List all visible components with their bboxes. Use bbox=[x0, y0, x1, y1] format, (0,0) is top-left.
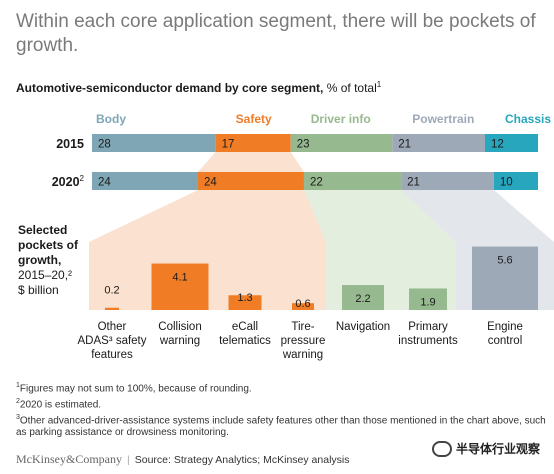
stacked-value-2020-2: 22 bbox=[310, 177, 323, 189]
pocket-category-3-line-1: pressure bbox=[281, 335, 326, 347]
stacked-value-2020-4: 10 bbox=[500, 177, 513, 189]
pocket-value-3: 0.6 bbox=[295, 298, 310, 310]
pocket-category-5-line-1: instruments bbox=[398, 335, 458, 347]
footnotes: 1Figures may not sum to 100%, because of… bbox=[16, 380, 546, 440]
stacked-value-2015-0: 28 bbox=[98, 139, 111, 151]
stacked-value-2015-3: 21 bbox=[398, 139, 411, 151]
pocket-category-0-line-1: ADAS³ safety bbox=[77, 335, 146, 347]
pocket-value-6: 5.6 bbox=[497, 255, 512, 267]
safety-connector bbox=[197, 152, 304, 172]
stacked-value-2020-3: 21 bbox=[407, 177, 420, 189]
pocket-value-4: 2.2 bbox=[355, 293, 370, 305]
pocket-value-1: 4.1 bbox=[172, 272, 187, 284]
subtitle-bold: Automotive-semiconductor demand by core … bbox=[16, 81, 324, 95]
pocket-bar-0 bbox=[105, 307, 119, 310]
pocket-bar-6 bbox=[472, 246, 538, 310]
pocket-bar-4 bbox=[342, 285, 384, 310]
pocket-value-5: 1.9 bbox=[420, 296, 435, 308]
pocket-bar-5 bbox=[409, 288, 447, 310]
segment-header-chassis: Chassis bbox=[505, 112, 551, 126]
pocket-category-6-line-1: control bbox=[488, 335, 523, 347]
stacked-value-2015-4: 12 bbox=[491, 139, 504, 151]
pockets-title-line-2: growth, bbox=[18, 253, 61, 267]
pocket-category-2-line-1: telematics bbox=[219, 335, 271, 347]
row-label-2020: 20202 bbox=[52, 174, 85, 189]
pocket-category-1-line-0: Collision bbox=[158, 321, 201, 333]
page-title: Within each core application segment, th… bbox=[16, 11, 536, 56]
pocket-category-4-line-0: Navigation bbox=[336, 321, 390, 333]
chart-subtitle: Automotive-semiconductor demand by core … bbox=[16, 80, 381, 95]
stacked-value-2015-1: 17 bbox=[222, 139, 235, 151]
stacked-bar-2015-chassis bbox=[485, 134, 538, 152]
stacked-bar-2020-body bbox=[92, 172, 198, 190]
stacked-bar-2020-chassis bbox=[493, 172, 538, 190]
pockets-title-line-0: Selected bbox=[18, 223, 67, 237]
pocket-bar-3 bbox=[292, 303, 314, 310]
brand-logo: McKinsey&Company bbox=[16, 452, 122, 466]
pocket-value-2: 1.3 bbox=[237, 292, 252, 304]
segment-header-body: Body bbox=[96, 112, 126, 126]
source-note: Source: Strategy Analytics; McKinsey ana… bbox=[134, 454, 350, 466]
stacked-bar-2020-safety bbox=[197, 172, 304, 190]
pocket-bar-1 bbox=[151, 263, 209, 310]
row-label-2015: 2015 bbox=[56, 137, 84, 151]
wechat-icon bbox=[431, 440, 452, 457]
pocket-category-3-line-2: warning bbox=[282, 349, 323, 361]
pocket-category-5-line-0: Primary bbox=[408, 321, 448, 333]
segment-header-powertrain: Powertrain bbox=[412, 112, 474, 126]
watermark: 半导体行业观察 bbox=[431, 440, 540, 457]
stacked-value-2020-0: 24 bbox=[98, 177, 111, 189]
pocket-category-0-line-2: features bbox=[91, 349, 133, 361]
segment-header-driver-info: Driver info bbox=[311, 112, 371, 126]
pockets-title-line-4: $ billion bbox=[18, 283, 59, 297]
driver-info-funnel bbox=[303, 190, 463, 310]
stacked-bar-2015-body bbox=[92, 134, 216, 152]
watermark-text: 半导体行业观察 bbox=[455, 442, 540, 456]
footnote-2: 22020 is estimated. bbox=[16, 397, 102, 411]
subtitle-footnote-ref: 1 bbox=[376, 80, 382, 89]
stacked-value-2015-2: 23 bbox=[297, 139, 310, 151]
stacked-bar-2020-driver-info bbox=[303, 172, 402, 190]
pocket-category-2-line-0: eCall bbox=[232, 321, 258, 333]
safety-funnel bbox=[89, 190, 330, 310]
footnote-1: 1Figures may not sum to 100%, because of… bbox=[16, 382, 252, 395]
pocket-category-0-line-0: Other bbox=[98, 321, 127, 333]
pocket-category-1-line-1: warning bbox=[159, 335, 200, 347]
pockets-title-line-3: 2015–20,² bbox=[18, 268, 72, 282]
pocket-value-0: 0.2 bbox=[104, 285, 119, 297]
segment-header-safety: Safety bbox=[236, 112, 272, 126]
stacked-bar-2015-safety bbox=[215, 134, 291, 152]
pocket-category-6-line-0: Engine bbox=[487, 321, 523, 333]
pocket-category-3-line-0: Tire- bbox=[291, 321, 314, 333]
stacked-bar-2015-driver-info bbox=[290, 134, 393, 152]
pockets-title-line-1: pockets of bbox=[18, 238, 79, 252]
stacked-value-2020-1: 24 bbox=[204, 177, 217, 189]
stacked-bar-2020-powertrain bbox=[401, 172, 494, 190]
stacked-bar-2015-powertrain bbox=[392, 134, 486, 152]
subtitle-unit: % of total bbox=[323, 81, 377, 95]
pocket-bar-2 bbox=[228, 295, 262, 310]
footnote-3: 3Other advanced-driver-assistance system… bbox=[16, 413, 546, 439]
footer: McKinsey&Company | Source: Strategy Analyt… bbox=[16, 452, 350, 466]
